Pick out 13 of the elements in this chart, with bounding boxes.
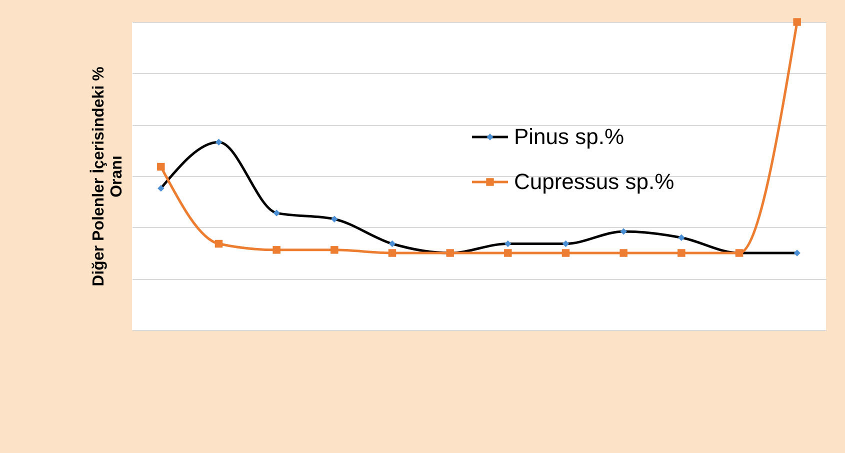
point: [504, 249, 512, 257]
point: [272, 246, 280, 254]
legend-label: Pinus sp.%: [514, 124, 624, 149]
point: [678, 249, 686, 257]
point: [157, 162, 165, 171]
point: [214, 240, 223, 248]
point: [620, 249, 628, 257]
point: [793, 18, 801, 26]
legend-label: Cupressus sp.%: [514, 169, 674, 194]
point: [388, 249, 396, 257]
point: [330, 246, 338, 254]
y-axis-title: Diğer Polenler İçerisindeki % Oranı: [90, 66, 126, 286]
point: [562, 249, 570, 257]
